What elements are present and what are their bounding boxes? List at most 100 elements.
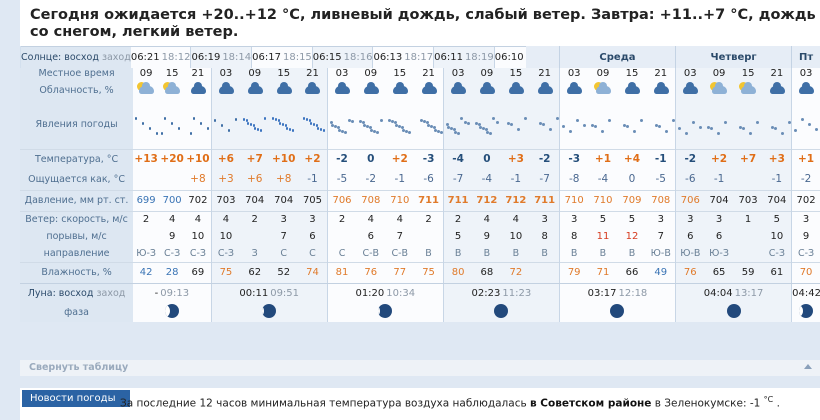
wind-speed-cell: 4 [501, 210, 531, 228]
feels-like-cell: -6 [675, 169, 705, 190]
gust-cell [240, 228, 270, 245]
feels-like-cell: +3 [210, 169, 241, 190]
feels-like-value: -1 [394, 173, 406, 186]
wind-speed-cell: 4 [472, 210, 502, 228]
wind-speed-cell: 4 [385, 210, 415, 228]
moonrise-label: Луна: восход [27, 287, 94, 299]
precipitation-cell [385, 101, 415, 149]
temperature-value: +20 [160, 153, 184, 166]
gust-cell [326, 228, 357, 245]
gust-cell: 7 [269, 228, 299, 245]
gust-value: 10 [219, 231, 233, 242]
temperature-cell: -1 [646, 148, 676, 169]
pressure-value: 703 [216, 195, 236, 206]
humidity-cell: 76 [356, 261, 386, 283]
humidity-value: 49 [654, 267, 668, 279]
humidity-value: 59 [741, 267, 755, 279]
pressure-cell: 704 [704, 189, 734, 211]
gust-cell: 6 [704, 228, 734, 245]
pressure-value: 704 [767, 195, 787, 206]
wind-speed-cell: 5 [617, 210, 647, 228]
cloudy-icon [216, 81, 236, 96]
gusts-label: порывы, м/с [20, 228, 134, 245]
feels-like-cell: -8 [558, 169, 589, 190]
weather-news-button[interactable]: Новости погоды [22, 390, 130, 407]
pressure-value: 710 [593, 195, 613, 206]
gust-cell: 7 [385, 228, 415, 245]
time-cell: 21 [185, 68, 212, 79]
temperature-value: -3 [568, 153, 581, 166]
wind-direction-cell: В [442, 245, 473, 262]
gust-value: 8 [570, 231, 578, 242]
feels-like-value: +8 [190, 173, 206, 186]
temperature-value: -2 [336, 153, 348, 166]
pressure-cell: 704 [240, 189, 270, 211]
wind-direction-cell: С [326, 245, 357, 262]
humidity-cell: 79 [558, 261, 589, 283]
wind-direction-cell: С-З [210, 245, 241, 262]
temperature-value: -2 [538, 153, 551, 166]
feels-like-value: -1 [510, 173, 522, 186]
temperature-cell: +7 [733, 148, 763, 169]
collapse-table-button[interactable]: Свернуть таблицу [20, 360, 820, 376]
humidity-cell: 75 [210, 261, 241, 283]
time-cell: 09 [588, 68, 618, 79]
cloud-icon-cell [240, 79, 270, 101]
feels-like-value: -5 [655, 173, 666, 186]
pressure-cell: 708 [356, 189, 386, 211]
wind-speed-cell: 3 [675, 210, 705, 228]
wind-direction-cell: С-З [185, 245, 212, 262]
moon-phase-icon [378, 303, 393, 318]
temperature-value: +13 [134, 153, 158, 166]
temperature-cell: 0 [472, 148, 502, 169]
feels-like-cell: -1 [704, 169, 734, 190]
humidity-value: 71 [596, 267, 610, 279]
gust-cell: 12 [617, 228, 647, 245]
cloudy-icon [188, 81, 208, 96]
pressure-cell: 704 [762, 189, 792, 211]
temperature-cell: +1 [791, 148, 820, 169]
humidity-cell: 74 [298, 261, 328, 283]
snow-icon [473, 113, 501, 137]
sun-cell: 06:10 [493, 46, 526, 68]
pressure-value: 712 [476, 195, 498, 206]
feels-like-row: Ощущается как, °С +8 +3 +6 +8 -1 -5 -2 -1 -6 -7 -4 -… [20, 169, 820, 190]
cloud-icon-cell [704, 79, 734, 101]
pressure-cell: 711 [442, 189, 473, 211]
day-tab-6[interactable]: Пт [791, 46, 820, 68]
partly-cloudy-icon [136, 81, 156, 96]
snow-icon [328, 113, 356, 137]
gust-value: 7 [280, 231, 287, 242]
wind-speed-cell: 2 [442, 210, 473, 228]
wind-speed-cell: 2 [414, 210, 444, 228]
news-text: За последние 12 часов минимальная темпер… [120, 395, 780, 410]
temperature-cell: -2 [530, 148, 560, 169]
humidity-value: 66 [625, 267, 639, 279]
snow-icon [677, 113, 705, 137]
snow-icon [647, 113, 675, 137]
wind-speed-cell: 3 [704, 210, 734, 228]
wind-speed-row: Ветер: скорость, м/с 2 4 4 4 2 3 3 2 4 4 2 2 4 4 3 3 5 5 3 3… [20, 210, 820, 228]
humidity-cell: 71 [588, 261, 618, 283]
humidity-cell: 70 [791, 261, 820, 283]
precipitation-cell [269, 101, 299, 149]
day-tab-5[interactable]: Четверг [675, 46, 792, 68]
temperature-cell: +3 [762, 148, 792, 169]
pressure-cell: 708 [646, 189, 676, 211]
moon-phase-cell [133, 302, 212, 322]
precipitation-cell [185, 101, 212, 149]
pressure-value: 710 [390, 195, 410, 206]
moonrise-time: 04:42 [792, 287, 820, 299]
snow-icon [618, 113, 646, 137]
pressure-value: 708 [651, 195, 671, 206]
snow-icon [444, 113, 472, 137]
day-tab-4[interactable]: Среда [558, 46, 676, 68]
cloud-icon-cell [159, 79, 186, 101]
temperature-value: -4 [452, 153, 464, 166]
moon-phase-icon [494, 303, 509, 318]
feels-like-value: -6 [423, 173, 434, 186]
time-cell: 21 [646, 68, 676, 79]
cloudy-icon [245, 81, 265, 96]
sun-label: Солнце: восход заход [21, 46, 131, 68]
moon-cell: 02:23 11:23 [442, 283, 560, 303]
